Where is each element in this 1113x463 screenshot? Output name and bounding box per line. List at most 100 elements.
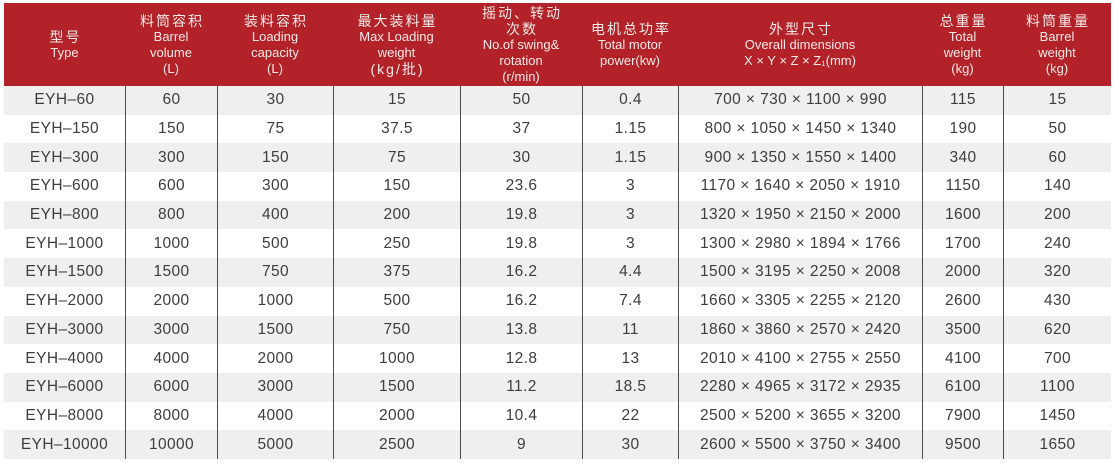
table-cell: 19.8 [460,229,582,259]
table-cell: 200 [333,200,460,230]
table-cell: 300 [217,172,333,201]
table-cell: 2010 × 4100 × 2755 × 2550 [678,344,922,373]
column-header-line: (kg) [1045,60,1069,76]
table-row-EYH–600: EYH–600 600 300 150 23.6 3 1170 × 1640 × 2050 … [4,172,1111,201]
table-cell: 0.4 [582,86,678,115]
column-header-line: (L) [163,60,179,76]
table-row-EYH–4000: EYH–4000 4000 2000 1000 12.8 13 2010 × 4100 × … [4,344,1111,373]
table-row-EYH–10000: EYH–10000 10000 5000 2500 9 30 2600 × 5500 × 3… [4,430,1111,459]
column-header-line: 料筒容积 [140,12,204,29]
table-cell: 1.15 [582,114,678,144]
table-cell: 11.2 [460,372,582,402]
column-header-loading-capacity: 装料容积 Loading capacity (L) [217,3,333,86]
specification-table: 型号 Type 料筒容积 Barrel volume (L) 装料容积 Loading capa… [4,3,1111,459]
table-cell: 2000 [217,344,333,373]
table-cell: 75 [333,143,460,173]
table-cell: 9 [460,430,582,459]
table-cell: 400 [217,200,333,230]
table-cell: 50 [460,86,582,115]
table-cell: 19.8 [460,200,582,230]
table-cell: 13 [582,344,678,373]
table-cell: 30 [217,86,333,115]
table-cell: 2000 [333,401,460,431]
table-cell: 11 [582,315,678,345]
table-cell: 1000 [217,286,333,316]
table-cell: 750 [217,258,333,287]
column-header-swing-rotation: 摇动、转动 次数 No.of swing& rotation (r/min) [460,3,582,86]
table-cell: 1170 × 1640 × 2050 × 1910 [678,172,922,201]
table-row-EYH–1000: EYH–1000 1000 500 250 19.8 3 1300 × 2980 × 189… [4,229,1111,259]
model-cell: EYH–1500 [25,263,104,281]
model-cell: EYH–300 [29,148,100,166]
table-cell: 4000 [217,401,333,431]
table-cell: 10000 [125,430,217,459]
table-cell: 1100 [1003,372,1111,402]
table-cell: 4.4 [582,258,678,287]
column-header-line: weight [1038,44,1076,60]
table-cell: 5000 [217,430,333,459]
table-body: EYH–60 60 30 15 50 0.4 700 × 730 × 1100 × 990 1… [4,86,1111,459]
table-cell: 1000 [333,344,460,373]
column-header-line: Type [50,44,79,60]
table-cell: 1600 [922,200,1003,230]
table-cell: 3500 [922,315,1003,345]
table-cell: 340 [922,143,1003,173]
table-cell: 240 [1003,229,1111,259]
table-cell: 2600 [922,286,1003,316]
table-cell: 6000 [125,372,217,402]
column-header-total-weight: 总重量 Total weight (kg) [922,3,1003,86]
column-header-line: capacity [251,44,299,60]
column-header-line: Overall dimensions [744,36,856,52]
table-cell: 2000 [125,286,217,316]
table-cell: 16.2 [460,258,582,287]
table-cell: 37.5 [333,114,460,144]
table-cell: 600 [125,172,217,201]
model-cell: EYH–2000 [25,292,104,310]
table-cell: 50 [1003,114,1111,144]
table-cell: 10.4 [460,401,582,431]
column-header-line: 装料容积 [244,12,308,29]
model-cell: EYH–600 [29,177,100,195]
model-cell: EYH–4000 [25,349,104,367]
column-header-line: volume [150,44,192,60]
table-cell: 620 [1003,315,1111,345]
table-cell: 23.6 [460,172,582,201]
table-row-EYH–300: EYH–300 300 150 75 30 1.15 900 × 1350 × 1550 ×… [4,143,1111,173]
column-header-motor-power: 电机总功率 Total motor power(kw) [582,3,678,86]
table-cell: 2500 [333,430,460,459]
table-cell: 500 [333,286,460,316]
column-header-line: power(kw) [600,52,660,68]
table-cell: 2000 [922,258,1003,287]
table-cell: 250 [333,229,460,259]
table-row-EYH–2000: EYH–2000 2000 1000 500 16.2 7.4 1660 × 3305 × … [4,286,1111,316]
model-cell: EYH–60 [34,91,95,109]
table-cell: 430 [1003,286,1111,316]
table-cell: 190 [922,114,1003,144]
table-row-EYH–150: EYH–150 150 75 37.5 37 1.15 800 × 1050 × 1450 … [4,114,1111,144]
model-cell: EYH–10000 [20,435,109,453]
table-row-EYH–800: EYH–800 800 400 200 19.8 3 1320 × 1950 × 2150 … [4,200,1111,230]
column-header-overall-dimensions: 外型尺寸 Overall dimensions X × Y × Z × Z₁(mm) [678,3,922,86]
table-cell: 1860 × 3860 × 2570 × 2420 [678,315,922,345]
table-cell: 1500 [217,315,333,345]
table-cell: 800 × 1050 × 1450 × 1340 [678,114,922,144]
column-header-line: No.of swing& [482,36,560,52]
table-cell: 22 [582,401,678,431]
table-cell: 60 [1003,143,1111,173]
table-cell: 320 [1003,258,1111,287]
model-cell: EYH–150 [29,120,100,138]
table-cell: 12.8 [460,344,582,373]
model-cell: EYH–8000 [25,406,104,424]
table-cell: 13.8 [460,315,582,345]
model-cell: EYH–1000 [25,234,104,252]
column-header-line: Barrel [1039,28,1075,44]
table-cell: 15 [1003,86,1111,115]
table-cell: 750 [333,315,460,345]
column-header-line: Total [948,28,977,44]
table-cell: 7.4 [582,286,678,316]
table-cell: 150 [125,114,217,144]
model-cell: EYH–3000 [25,320,104,338]
table-cell: 150 [217,143,333,173]
table-cell: 3 [582,172,678,201]
column-header-line: 电机总功率 [591,20,671,37]
